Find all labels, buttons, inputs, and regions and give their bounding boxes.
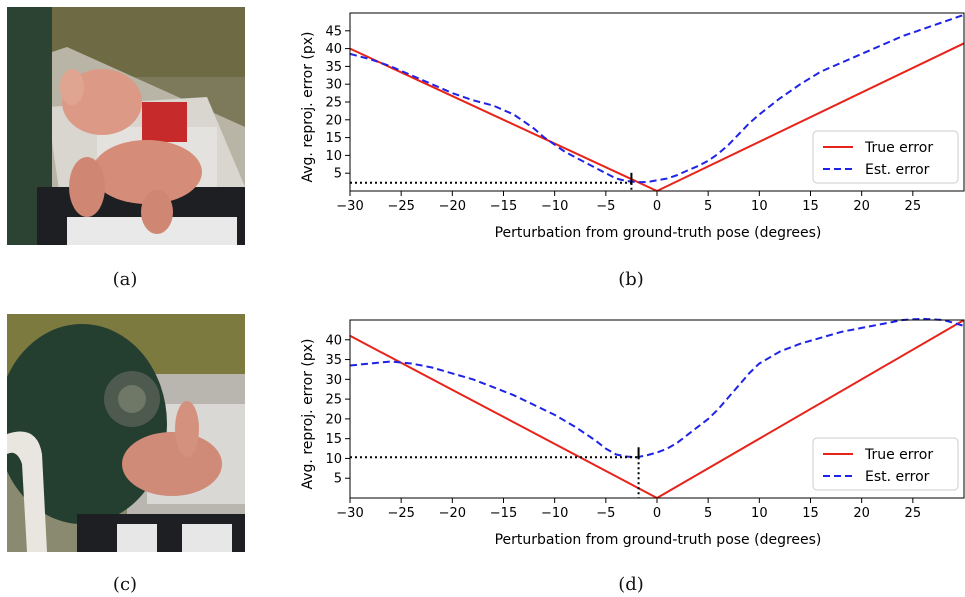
plot-area: −30 −25 −20 −15 −10 −5 0 5 10 15 20 25 5 10 15 20 25 30 35… — [325, 12, 965, 214]
y-tick-label: 10 — [325, 452, 342, 467]
legend-true-error-label: True error — [864, 447, 933, 463]
x-tick-label: −25 — [387, 506, 414, 521]
chart-b: Avg. reproj. error (px) Perturbation fro… — [300, 12, 965, 241]
x-tick-label: −5 — [596, 506, 615, 521]
x-axis-label: Perturbation from ground-truth pose (deg… — [495, 532, 822, 548]
caption-a: (a) — [112, 269, 138, 290]
y-tick-label: 35 — [325, 353, 342, 368]
x-tick-label: 10 — [751, 199, 768, 214]
photo-c — [7, 314, 245, 552]
y-axis-label: Avg. reproj. error (px) — [300, 338, 316, 489]
x-tick-label: −25 — [387, 199, 414, 214]
y-tick-label: 25 — [325, 393, 342, 408]
x-tick-label: −15 — [490, 199, 517, 214]
x-axis-label: Perturbation from ground-truth pose (deg… — [495, 225, 822, 241]
plot-area: −30 −25 −20 −15 −10 −5 0 5 10 15 20 25 5 10 15 20 25 30 35… — [325, 317, 965, 521]
y-tick-label: 20 — [325, 412, 342, 427]
legend-est-error-label: Est. error — [865, 469, 930, 485]
x-tick-label: −30 — [336, 199, 363, 214]
x-tick-label: −10 — [541, 506, 568, 521]
x-tick-label: 5 — [704, 506, 712, 521]
y-tick-label: 40 — [325, 333, 342, 348]
y-tick-label: 40 — [325, 42, 342, 57]
x-tick-label: 15 — [802, 506, 819, 521]
est-error-line — [349, 317, 965, 459]
legend-est-error-label: Est. error — [865, 162, 930, 178]
y-tick-label: 30 — [325, 78, 342, 93]
caption-b: (b) — [618, 269, 644, 290]
y-tick-label: 45 — [325, 24, 342, 39]
y-tick-label: 10 — [325, 149, 342, 164]
y-tick-label: 30 — [325, 373, 342, 388]
legend-true-error-label: True error — [864, 140, 933, 156]
caption-d: (d) — [618, 574, 644, 595]
y-tick-label: 5 — [334, 167, 342, 182]
y-tick-label: 15 — [325, 131, 342, 146]
x-tick-label: −10 — [541, 199, 568, 214]
x-tick-label: 5 — [704, 199, 712, 214]
y-tick-label: 5 — [334, 472, 342, 487]
y-axis-label: Avg. reproj. error (px) — [300, 31, 316, 182]
x-tick-label: 25 — [905, 199, 922, 214]
x-tick-label: 10 — [751, 506, 768, 521]
x-tick-label: 20 — [853, 199, 870, 214]
x-tick-label: 20 — [853, 506, 870, 521]
axes-frame — [349, 12, 965, 192]
x-tick-label: −20 — [439, 199, 466, 214]
x-tick-label: 0 — [653, 199, 661, 214]
x-tick-label: −30 — [336, 506, 363, 521]
y-tick-label: 35 — [325, 60, 342, 75]
x-tick-label: 25 — [905, 506, 922, 521]
x-tick-label: −20 — [439, 506, 466, 521]
y-tick-label: 25 — [325, 96, 342, 111]
y-tick-label: 15 — [325, 432, 342, 447]
x-tick-label: 0 — [653, 506, 661, 521]
x-tick-label: 15 — [802, 199, 819, 214]
photo-a — [7, 7, 245, 245]
x-tick-label: −15 — [490, 506, 517, 521]
y-tick-label: 20 — [325, 113, 342, 128]
axes-frame — [349, 319, 965, 499]
caption-c: (c) — [112, 574, 138, 595]
chart-d: Avg. reproj. error (px) Perturbation fro… — [300, 317, 965, 548]
x-tick-label: −5 — [596, 199, 615, 214]
